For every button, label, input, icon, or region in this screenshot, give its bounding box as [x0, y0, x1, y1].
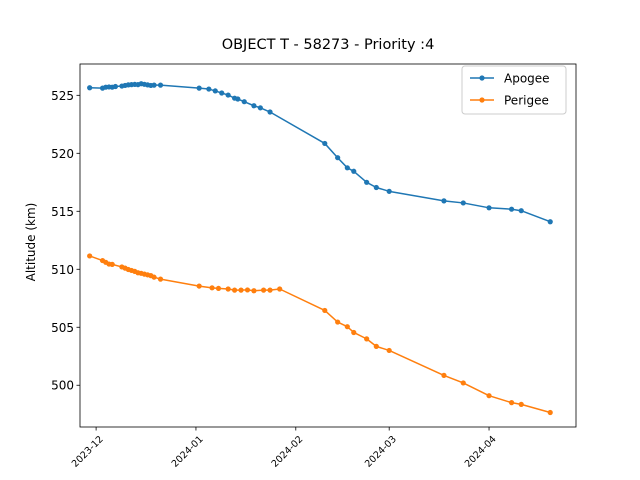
apogee-data-point	[344, 165, 350, 171]
apogee-data-point	[547, 219, 553, 225]
perigee-data-point	[267, 287, 273, 293]
y-axis-label: Altitude (km)	[24, 203, 38, 282]
perigee-data-point	[251, 288, 257, 294]
perigee-data-point	[441, 372, 447, 378]
perigee-data-point	[260, 287, 267, 293]
apogee-data-point	[441, 198, 447, 204]
legend-perigee-label: Perigee	[504, 94, 549, 108]
legend-apogee-marker	[479, 75, 485, 81]
apogee-data-point	[225, 92, 231, 98]
apogee-data-point	[206, 86, 212, 92]
chart-title: OBJECT T - 58273 - Priority :4	[222, 37, 435, 53]
apogee-data-point	[460, 200, 466, 206]
apogee-data-point	[373, 184, 379, 191]
apogee-data-point	[257, 105, 263, 111]
y-tick-label: 505	[51, 321, 74, 335]
perigee-data-point	[244, 287, 251, 293]
apogee-data-point	[196, 85, 202, 91]
perigee-data-point	[225, 286, 231, 292]
legend: Apogee Perigee	[461, 65, 567, 115]
perigee-data-point	[215, 285, 222, 292]
apogee-data-point	[508, 206, 515, 212]
perigee-data-point	[518, 401, 524, 407]
perigee-data-point	[209, 285, 215, 291]
perigee-data-point	[151, 274, 157, 280]
apogee-data-point	[87, 85, 93, 91]
apogee-data-point	[322, 140, 328, 147]
plot-area	[87, 81, 553, 416]
perigee-data-point	[322, 307, 328, 314]
perigee-data-point	[232, 287, 238, 293]
perigee-data-point	[386, 347, 392, 354]
apogee-data-point	[151, 82, 157, 88]
perigee-data-point	[196, 283, 202, 289]
perigee-data-point	[109, 261, 115, 267]
apogee-data-point	[386, 188, 392, 194]
apogee-data-point	[212, 88, 218, 94]
legend-perigee-marker	[479, 97, 485, 103]
perigee-data-point	[547, 409, 553, 416]
y-tick-label: 525	[51, 89, 74, 103]
apogee-data-point	[335, 155, 341, 161]
perigee-data-point	[277, 286, 283, 292]
y-tick-label: 515	[51, 205, 74, 219]
perigee-data-point	[373, 343, 379, 349]
perigee-data-point	[364, 336, 370, 342]
apogee-data-point	[251, 103, 257, 109]
perigee-data-point	[351, 329, 357, 336]
apogee-data-point	[157, 82, 164, 88]
apogee-data-point	[219, 90, 225, 96]
legend-apogee-label: Apogee	[504, 72, 550, 86]
perigee-data-point	[87, 253, 93, 259]
apogee-data-point	[486, 205, 492, 211]
y-tick-label: 500	[51, 379, 74, 393]
apogee-data-point	[364, 179, 370, 185]
perigee-data-point	[157, 276, 164, 282]
perigee-data-point	[335, 319, 341, 325]
y-tick-label: 510	[51, 263, 74, 277]
perigee-data-point	[508, 400, 515, 406]
perigee-data-point	[486, 393, 492, 399]
apogee-data-point	[267, 109, 273, 115]
perigee-data-point	[460, 380, 466, 386]
perigee-data-point	[238, 287, 244, 293]
apogee-data-point	[241, 99, 247, 105]
y-tick-label: 520	[51, 147, 74, 161]
apogee-data-point	[518, 208, 524, 214]
axes-frame	[79, 63, 577, 428]
perigee-data-point	[344, 324, 350, 330]
apogee-data-point	[235, 96, 241, 102]
apogee-data-point	[112, 83, 119, 90]
apogee-data-point	[351, 168, 357, 174]
